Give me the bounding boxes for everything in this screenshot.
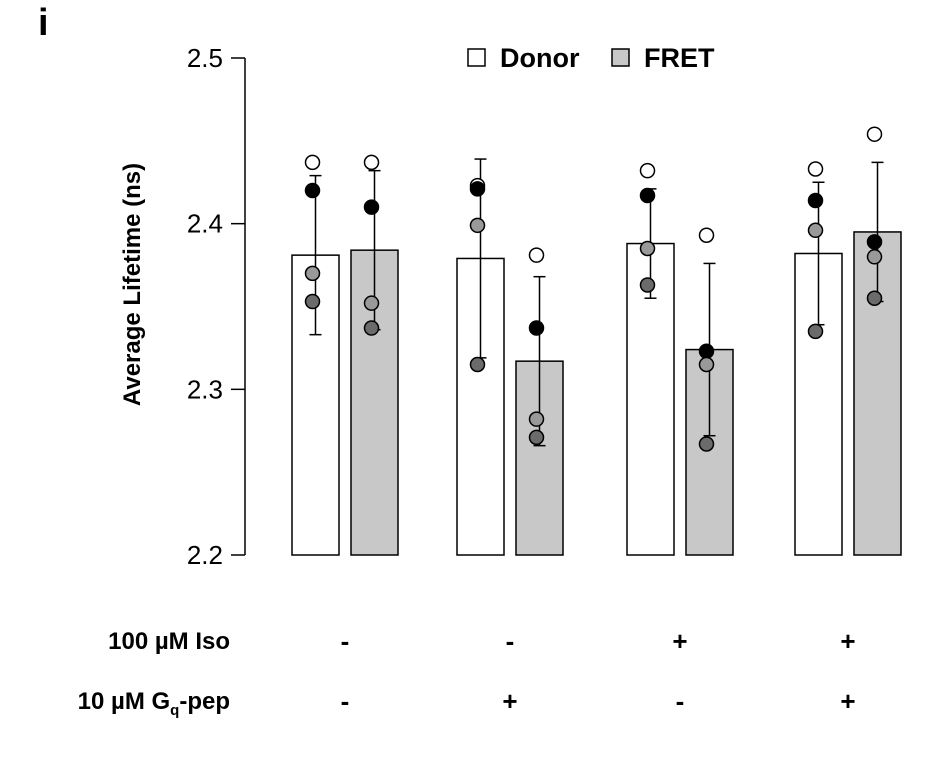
data-point — [469, 217, 486, 234]
data-point — [469, 356, 486, 373]
y-tick-label: 2.4 — [187, 209, 223, 239]
legend-swatch-donor — [467, 48, 486, 67]
data-point — [363, 154, 380, 171]
data-point — [469, 181, 486, 197]
data-point — [807, 161, 824, 177]
y-axis-label: Average Lifetime (ns) — [119, 163, 146, 406]
condition-sign: + — [840, 626, 855, 656]
panel-label: i — [38, 2, 49, 44]
data-point — [698, 436, 715, 452]
y-tick-label: 2.5 — [187, 43, 223, 73]
legend-swatch-fret — [611, 48, 630, 67]
data-point — [698, 227, 715, 244]
data-point — [866, 290, 883, 306]
data-point — [528, 320, 545, 336]
data-point — [639, 187, 656, 204]
condition-label-gq-pep: 10 µM Gq-pep — [60, 688, 230, 719]
data-point — [807, 323, 824, 340]
data-point — [304, 182, 321, 199]
data-point — [363, 199, 380, 215]
condition-label-gq-tail: -pep — [179, 688, 230, 715]
condition-sign: + — [840, 686, 855, 716]
data-point — [363, 320, 380, 336]
y-tick-label: 2.2 — [187, 540, 223, 570]
data-point — [807, 222, 824, 239]
data-point — [304, 265, 321, 282]
condition-label-iso: 100 µM Iso — [108, 628, 230, 655]
condition-sign: - — [506, 626, 515, 656]
data-point — [866, 249, 883, 265]
data-point — [866, 234, 883, 250]
legend-label-fret: FRET — [644, 43, 715, 73]
y-tick-label: 2.3 — [187, 374, 223, 404]
data-point — [639, 162, 656, 179]
data-point — [698, 343, 715, 359]
data-point — [639, 277, 656, 293]
data-point — [528, 429, 545, 446]
data-point — [304, 293, 321, 310]
data-point — [528, 411, 545, 427]
data-point — [807, 192, 824, 209]
legend-label-donor: Donor — [500, 43, 580, 73]
data-point — [304, 154, 321, 171]
condition-sign: - — [676, 686, 685, 716]
condition-sign: - — [341, 686, 350, 716]
data-point — [528, 247, 545, 263]
condition-sign: - — [341, 626, 350, 656]
data-point — [698, 356, 715, 373]
condition-sign: + — [672, 626, 687, 656]
data-point — [639, 240, 656, 257]
data-point — [363, 295, 380, 311]
condition-sign: + — [502, 686, 517, 716]
condition-label-gq-sub: q — [170, 701, 180, 719]
condition-label-gq-main: 10 µM G — [77, 688, 171, 715]
data-point — [866, 126, 883, 142]
